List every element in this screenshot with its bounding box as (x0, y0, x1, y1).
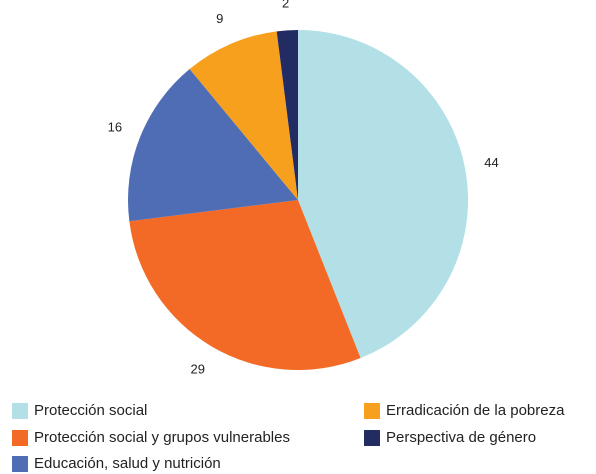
legend-label: Protección social (34, 402, 148, 419)
data-label-proteccion-social: 44 (484, 155, 498, 170)
data-label-perspectiva-de-genero: 2 (282, 0, 289, 10)
pie-slices (128, 30, 469, 371)
legend-swatch (364, 402, 380, 419)
data-label-proteccion-social-y-grupos-vulnerables: 29 (190, 362, 204, 377)
legend-label: Erradicación de la pobreza (386, 402, 565, 419)
pie-slice-proteccion-social-y-grupos-vulnerables (129, 200, 361, 371)
legend: Protección social Protección social y gr… (12, 400, 592, 474)
legend-swatch (12, 402, 28, 419)
legend-item-educacion-salud-nutricion: Educación, salud y nutrición (12, 455, 221, 472)
legend-item-proteccion-social: Protección social (12, 402, 147, 419)
legend-label: Protección social y grupos vulnerables (34, 429, 290, 446)
legend-item-erradicacion-pobreza: Erradicación de la pobreza (364, 402, 564, 419)
legend-swatch (12, 455, 28, 472)
pie-slice-educacion-salud-y-nutricion (128, 69, 298, 222)
legend-item-perspectiva-genero: Perspectiva de género (364, 429, 536, 446)
pie-slice-erradicacion-de-la-pobreza (189, 31, 298, 200)
legend-swatch (12, 429, 28, 446)
pie-chart: 44 29 16 9 2 (108, 0, 499, 377)
data-label-erradicacion-de-la-pobreza: 9 (216, 11, 223, 26)
legend-item-proteccion-social-grupos-vulnerables: Protección social y grupos vulnerables (12, 429, 290, 446)
legend-label: Educación, salud y nutrición (34, 455, 221, 472)
pie-slice-proteccion-social (298, 30, 469, 359)
legend-label: Perspectiva de género (386, 429, 537, 446)
legend-swatch (364, 429, 380, 446)
pie-slice-perspectiva-de-genero (276, 30, 298, 200)
pie-data-labels: 44 29 16 9 2 (108, 0, 499, 377)
data-label-educacion-salud-y-nutricion: 16 (108, 119, 122, 134)
